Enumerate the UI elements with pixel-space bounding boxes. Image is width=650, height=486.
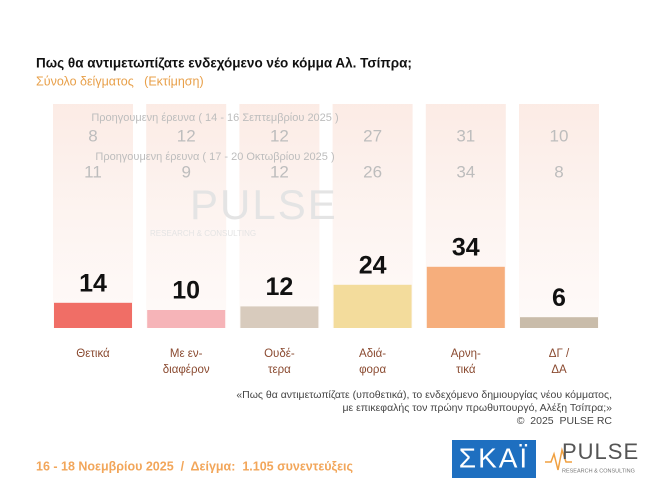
watermark-sub: RESEARCH & CONSULTING <box>150 229 256 238</box>
category-label: ΔΓ / <box>549 348 570 360</box>
note: © 2025 PULSE RC <box>517 415 613 427</box>
category-label: Αδιά- <box>359 348 386 360</box>
value-label: 6 <box>552 284 566 312</box>
value-label: 24 <box>359 251 387 279</box>
pulse-icon <box>545 447 572 471</box>
previous-value: 8 <box>554 162 563 181</box>
note: με επικεφαλής τον πρώην πρωθυπουργό, Αλέ… <box>342 402 612 414</box>
category-label: τικά <box>456 364 476 376</box>
pulse-logo: PULSE <box>562 439 639 464</box>
previous-value: 12 <box>270 126 289 145</box>
previous-value: 11 <box>84 162 102 181</box>
value-label: 10 <box>172 277 200 305</box>
skai-logo: ΣΚΑΪ <box>459 442 529 473</box>
value-label: 12 <box>265 273 293 301</box>
column-bg <box>146 104 227 328</box>
bar <box>426 266 505 328</box>
chart-title: Πως θα αντιμετωπίζατε ενδεχόμενο νέο κόμ… <box>36 56 412 71</box>
skai-logo-box <box>452 440 536 478</box>
value-label: 14 <box>79 269 107 297</box>
column-bg <box>53 104 133 328</box>
previous-value: 9 <box>181 162 190 181</box>
column-bg <box>519 104 599 328</box>
previous-value: 27 <box>363 126 382 145</box>
previous-title: Προηγουμενη έρευνα ( 14 - 16 Σεπτεμβρίου… <box>91 112 338 124</box>
previous-value: 34 <box>456 162 475 181</box>
previous-value: 12 <box>177 126 196 145</box>
previous-value: 12 <box>270 162 289 181</box>
previous-value: 26 <box>363 162 382 181</box>
column-bg <box>239 104 320 328</box>
watermark: PULSE <box>190 181 338 228</box>
category-label: διαφέρον <box>163 364 210 376</box>
category-label: Με εν- <box>170 348 203 360</box>
bar <box>520 317 598 328</box>
bar <box>333 284 412 328</box>
category-label: ΔΑ <box>551 364 567 376</box>
chart-subtitle: Σύνολο δείγματος (Εκτίμηση) <box>36 74 204 88</box>
previous-value: 10 <box>550 126 569 145</box>
note: «Πως θα αντιμετωπίζατε (υποθετικά), το ε… <box>236 389 612 401</box>
category-label: Αρνη- <box>451 348 481 360</box>
previous-value: 31 <box>456 126 475 145</box>
category-label: Θετικά <box>76 348 110 360</box>
value-label: 34 <box>452 233 480 261</box>
previous-value: 8 <box>88 126 97 145</box>
category-label: τερα <box>268 364 291 376</box>
previous-title: Προηγουμενη έρευνα ( 17 - 20 Οκτωβρίου 2… <box>95 151 334 163</box>
footer: 16 - 18 Νοεμβρίου 2025 / Δείγμα: 1.105 σ… <box>36 459 353 473</box>
bar <box>147 310 226 328</box>
bar <box>240 306 319 328</box>
category-label: Ουδέ- <box>264 348 295 360</box>
bar <box>54 302 132 328</box>
pulse-logo-sub: RESEARCH & CONSULTING <box>562 468 635 474</box>
category-label: φορα <box>359 364 386 376</box>
